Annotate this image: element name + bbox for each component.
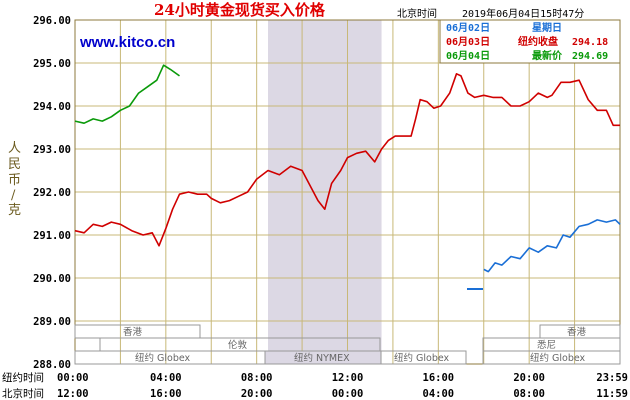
- bj-tick-label: 08:00: [513, 388, 545, 400]
- bj-time-label: 北京时间: [2, 387, 44, 400]
- session-nyglobex-left-label: 纽约 Globex: [135, 352, 191, 364]
- session-sydney-label: 悉尼: [537, 339, 556, 351]
- chart-title: 24小时黄金现货买入价格: [154, 1, 326, 19]
- ny-tick-label: 16:00: [423, 372, 455, 384]
- legend-value-2: 294.18: [572, 37, 608, 48]
- ny-tick-label: 23:59: [596, 372, 628, 384]
- y-axis-label-char-1: 人: [8, 141, 21, 156]
- grid-lines: [74, 19, 621, 365]
- y-axis-label-char-5: 克: [8, 203, 21, 218]
- series-line-3: [74, 64, 180, 124]
- session-nyglobex-right-label: 纽约 Globex: [530, 352, 586, 364]
- ny-time-label: 纽约时间: [2, 371, 44, 384]
- y-axis-label: 人 民 币 / 克: [8, 141, 21, 218]
- ny-tick-label: 04:00: [150, 372, 182, 384]
- series-line-1: [483, 219, 621, 273]
- x-tick-labels: 00:00 04:00 08:00 12:00 16:00 20:00 23:59 12:00…: [57, 372, 628, 400]
- bj-tick-label: 20:00: [241, 388, 273, 400]
- bj-tick-label: 12:00: [57, 388, 89, 400]
- bj-tick-label: 00:00: [332, 388, 364, 400]
- ny-tick-label: 20:00: [513, 372, 545, 384]
- y-axis-label-char-2: 民: [8, 157, 21, 172]
- y-tick-label: 292.00: [33, 187, 71, 199]
- y-tick-label: 288.00: [33, 359, 71, 371]
- y-tick-label: 291.00: [33, 230, 71, 242]
- site-label: www.kitco.cn: [79, 34, 175, 51]
- session-london-label: 伦敦: [228, 339, 248, 351]
- bj-tick-label: 04:00: [423, 388, 455, 400]
- session-nyglobex-right: [482, 350, 621, 365]
- series-lines: [74, 64, 621, 273]
- legend-value-3: 294.69: [572, 51, 608, 62]
- legend-label-1: 星期日: [532, 21, 562, 34]
- session-hongkong-left-label: 香港: [123, 326, 143, 338]
- timestamp: 2019年06月04日15时47分: [462, 7, 584, 20]
- session-nyglobex-mid-label: 纽约 Globex: [394, 352, 450, 364]
- session-nyglobex-mid: [380, 350, 467, 365]
- y-axis-label-char-3: 币: [8, 173, 21, 188]
- session-hongkong-right: [539, 324, 621, 339]
- bj-tick-label: 11:59: [596, 388, 628, 400]
- legend-label-3: 最新价: [532, 49, 563, 62]
- bj-tick-label: 16:00: [150, 388, 182, 400]
- ny-tick-label: 12:00: [332, 372, 364, 384]
- legend: 06月02日 星期日 06月03日 纽约收盘 294.18 06月04日 最新价…: [439, 19, 621, 64]
- y-tick-label: 293.00: [33, 144, 71, 156]
- y-tick-label: 295.00: [33, 58, 71, 70]
- legend-label-2: 纽约收盘: [518, 35, 558, 48]
- series-line-2: [74, 73, 620, 247]
- y-tick-label: 296.00: [33, 15, 71, 27]
- y-tick-label: 294.00: [33, 101, 71, 113]
- y-axis-label-char-4: /: [11, 188, 16, 203]
- legend-date-1: 06月02日: [446, 22, 490, 34]
- y-tick-label: 289.00: [33, 316, 71, 328]
- legend-date-3: 06月04日: [446, 50, 490, 62]
- session-nymex-label: 纽约 NYMEX: [294, 352, 350, 364]
- session-hongkong-right-label: 香港: [567, 326, 587, 338]
- y-tick-labels: 296.00 295.00 294.00 293.00 292.00 291.00 290.…: [33, 15, 71, 371]
- legend-box: [439, 19, 621, 64]
- ny-tick-label: 00:00: [57, 372, 89, 384]
- session-bars: 香港 伦敦 纽约 Globex 纽约 NYMEX 纽约 Globex 悉尼 香港…: [74, 324, 621, 365]
- beijing-time-label: 北京时间: [397, 7, 437, 20]
- y-tick-label: 290.00: [33, 273, 71, 285]
- ny-tick-label: 08:00: [241, 372, 273, 384]
- legend-date-2: 06月03日: [446, 36, 490, 48]
